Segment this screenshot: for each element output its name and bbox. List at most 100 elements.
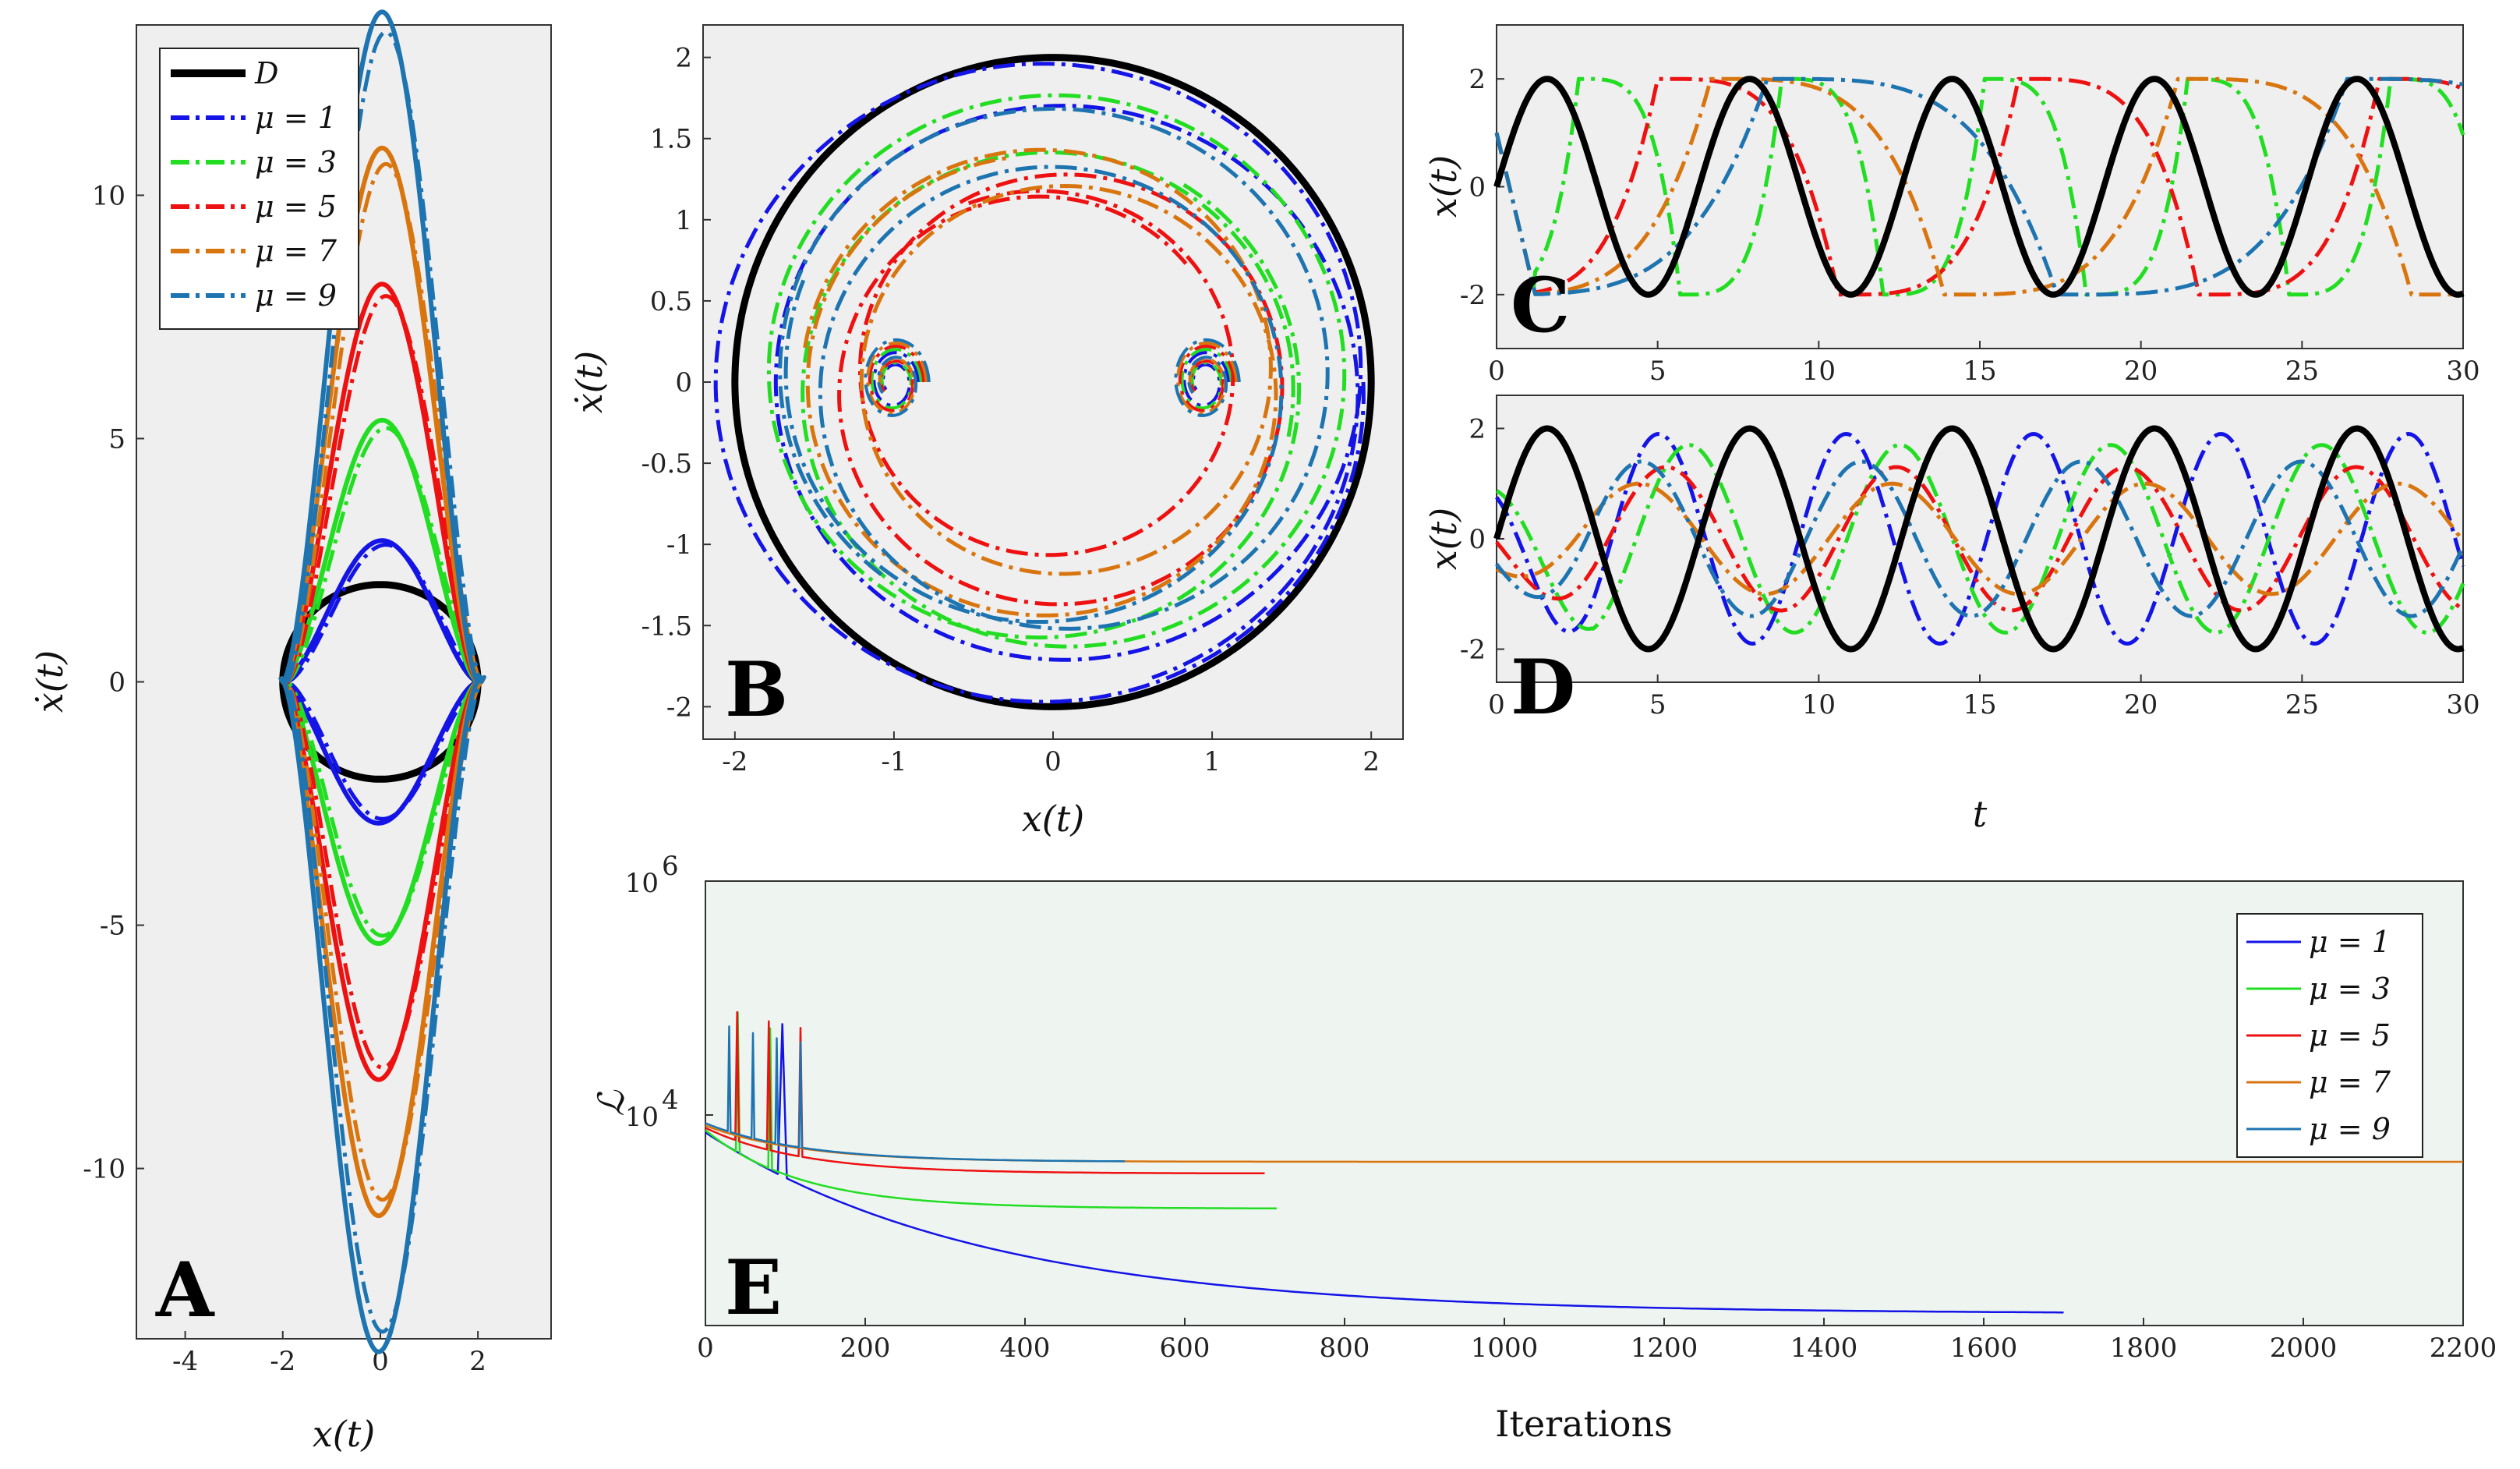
panel-c-series-d [1493, 76, 2465, 298]
panel-b-xlabel: x(t) [1022, 798, 1084, 840]
panel-e-legend-label: μ = 9 [2309, 1112, 2391, 1146]
panel-e-ytick-exponent: 4 [662, 1085, 679, 1116]
panel-c-series-mu-5 [1494, 76, 2464, 297]
panel-c-series-mu-9 [1494, 76, 2464, 297]
panel-a-xlabel: x(t) [313, 1413, 375, 1455]
panel-letter-e: E [725, 1244, 782, 1332]
panel-a-ytick-label: 5 [108, 423, 125, 455]
panel-b-ytick-label: 2 [675, 43, 692, 74]
panel-letter-b: B [725, 646, 788, 734]
panel-d-series-d [1493, 425, 2465, 653]
panel-e-series-mu-1 [705, 1023, 2064, 1314]
panel-e-xtick-label: 2200 [2430, 1333, 2497, 1364]
panel-b-spiral-mu-9 [864, 338, 931, 417]
panel-a-legend-label: μ = 1 [255, 101, 337, 135]
panel-letter-a: A [155, 1246, 215, 1334]
panel-letter-c: C [1511, 261, 1570, 349]
panel-e-legend-label: μ = 5 [2309, 1018, 2391, 1053]
panel-e-content: 0 200 400 600 800 1000 1200 1400 1600 1800 2000 220… [625, 851, 2497, 1364]
panel-e-ytick-label: 10 [625, 1102, 659, 1133]
panel-e-xtick-label: 600 [1160, 1333, 1211, 1364]
panel-b-xtick-label: -2 [722, 746, 748, 777]
panel-b-spiral-mu-7 [866, 342, 928, 415]
panel-a-legend-label: μ = 7 [255, 234, 338, 268]
panel-c-xtick-label: 10 [1802, 356, 1836, 387]
panel-b-ytick-label: 0 [675, 367, 692, 398]
panel-a-legend-label: μ = 9 [255, 278, 337, 313]
panel-c-frame [1496, 24, 2464, 349]
panel-d-xtick-label: 20 [2124, 689, 2158, 720]
panel-a-legend-label: D [254, 56, 278, 90]
panel-d-xlabel: t [1973, 793, 1988, 835]
panel-e-ylabel: ℒ [590, 1090, 632, 1117]
panel-e-xtick-label: 200 [840, 1333, 891, 1364]
panel-d-series-mu-1 [1495, 432, 2465, 646]
panel-b-ytick-label: -0.5 [641, 448, 692, 480]
panel-a-legend [159, 48, 359, 330]
panel-d-xtick-label: 0 [1488, 689, 1505, 720]
panel-c-xtick-label: 25 [2285, 356, 2319, 387]
panel-c-xtick-label: 20 [2124, 356, 2158, 387]
panel-b-spiral-mu-5 [1178, 345, 1236, 412]
panel-c-xtick-label: 5 [1649, 356, 1666, 387]
panel-e-xtick-label: 1800 [2110, 1333, 2178, 1364]
panel-d-xtick-label: 15 [1963, 689, 1996, 720]
panel-e-legend-label: μ = 1 [2309, 925, 2391, 959]
panel-a-xtick-label: -2 [270, 1346, 295, 1377]
panel-b-ytick-label: -2 [666, 692, 692, 723]
panel-a-series-mu-9-dashed [282, 30, 486, 1334]
panel-e-xtick-label: 0 [697, 1333, 714, 1364]
panel-d-ylabel: x(t) [1423, 508, 1465, 570]
panel-b-xtick-label: 2 [1362, 746, 1380, 777]
panel-e-series-mu-9 [705, 1025, 1126, 1163]
panel-e-legend-label: μ = 3 [2309, 972, 2391, 1006]
panel-b-ytick-label: 0.5 [650, 286, 692, 317]
panel-b-spiral-mu-5 [868, 345, 926, 412]
panel-b-ytick-label: -1.5 [641, 611, 692, 642]
panel-e-xtick-label: 1600 [1950, 1333, 2018, 1364]
panel-c-xtick-label: 0 [1488, 356, 1505, 387]
panel-a-ytick-label: -5 [100, 911, 125, 942]
panel-d-frame [1496, 395, 2464, 683]
panel-c-xtick-label: 15 [1963, 356, 1996, 387]
panel-b-spiral-mu-7 [1176, 342, 1239, 415]
panel-a-legend-label: μ = 5 [255, 189, 337, 224]
panel-e-xlabel: Iterations [1495, 1403, 1672, 1445]
panel-e-xtick-label: 1000 [1471, 1333, 1539, 1364]
panel-e-xtick-label: 1200 [1631, 1333, 1698, 1364]
panel-e-legend-label: μ = 7 [2309, 1065, 2391, 1099]
panel-e-xtick-label: 1400 [1790, 1333, 1858, 1364]
panel-e-xtick-label: 400 [1000, 1333, 1051, 1364]
panel-letter-d: D [1511, 643, 1575, 731]
panel-e-ytick-label: 10 [625, 868, 659, 899]
panel-a-xtick-label: -4 [172, 1346, 198, 1377]
panel-c-ylabel: x(t) [1423, 155, 1465, 218]
panel-b-series-mu-9 [778, 106, 1330, 631]
panel-b-ytick-label: 1.5 [650, 124, 692, 155]
panel-b-xtick-label: 1 [1203, 746, 1221, 777]
panel-e-frame [705, 880, 2464, 1326]
panel-d-ytick-label: 2 [1469, 413, 1486, 444]
panel-e-series-mu-3 [705, 1011, 1277, 1209]
panel-b-series-mu-7 [803, 147, 1278, 618]
panel-b-xtick-label: 0 [1044, 746, 1062, 777]
panel-d-xtick-label: 10 [1802, 689, 1836, 720]
panel-c-xtick-label: 30 [2446, 356, 2479, 387]
panel-d-series-mu-7 [1495, 481, 2465, 596]
panel-b-spiral-mu-9 [1174, 338, 1241, 417]
panel-e-xtick-label: 800 [1320, 1333, 1370, 1364]
panel-b-spiral-mu-1 [872, 351, 921, 408]
panel-c-ytick-label: 2 [1469, 64, 1486, 95]
panel-a-ytick-label: 10 [92, 180, 125, 211]
panel-c-ytick-label: -2 [1460, 280, 1486, 311]
panel-b-ytick-label: 1 [675, 205, 692, 236]
panel-a-ylabel: ẋ(t) [29, 650, 71, 713]
panel-a-ytick-label: -10 [83, 1154, 125, 1185]
panel-b-spiral-mu-3 [1180, 348, 1233, 410]
panel-d-series-mu-3 [1495, 443, 2465, 635]
panel-a-legend-label: μ = 3 [255, 145, 337, 179]
